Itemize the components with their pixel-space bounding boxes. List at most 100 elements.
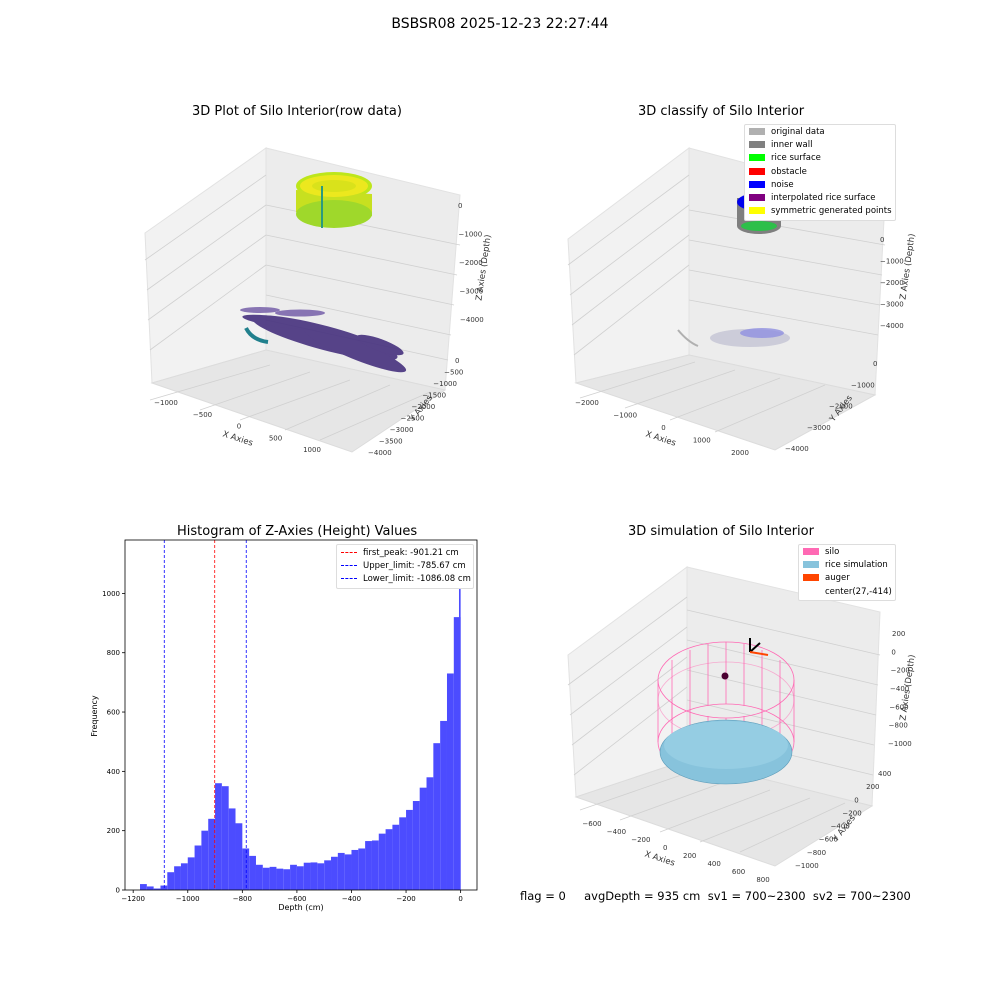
- histogram-bar: [290, 864, 297, 890]
- histogram-axes-frame: [124, 539, 478, 891]
- x-tick-label: −400: [342, 895, 361, 903]
- panel1-title: 3D Plot of Silo Interior(row data): [192, 104, 402, 119]
- panel2-legend: original data inner wall rice surface obsta…: [744, 124, 896, 221]
- y-tick-label: −4000: [785, 445, 809, 453]
- y-tick-label: −1000: [851, 381, 875, 389]
- panel4-axis-ticks: −600 −400 −200 0 200 400 600 800 400 200 0 −200 −400…: [582, 630, 917, 884]
- x-axis-label: X Axies: [644, 429, 677, 448]
- y-tick-label: 0: [116, 887, 120, 895]
- x-tick-label: 2000: [731, 449, 749, 457]
- legend-label: first_peak: -901.21 cm: [363, 548, 459, 558]
- histogram-bar: [208, 818, 216, 890]
- histogram-bar: [310, 862, 318, 890]
- y-tick-label: 600: [107, 709, 120, 717]
- x-tick-label: 400: [707, 860, 720, 868]
- legend-entry: inner wall: [749, 140, 812, 151]
- legend-label: Upper_limit: -785.67 cm: [363, 561, 466, 571]
- legend-swatch: [803, 561, 819, 569]
- x-tick-label: −200: [396, 895, 415, 903]
- legend-swatch: [749, 167, 765, 175]
- z-tick-label: −200: [891, 667, 910, 675]
- x-tick-label: −1000: [154, 399, 178, 407]
- x-tick-label: −1200: [121, 895, 145, 903]
- z-tick-label: −2000: [880, 279, 904, 287]
- panel1-axis-ticks: −1000 −500 0 500 1000 0 −500 −1000 −1500 −2000 −25…: [154, 202, 493, 457]
- y-tick-label: −3500: [379, 438, 403, 446]
- histogram-bar: [303, 862, 311, 890]
- panel1-data: [240, 172, 407, 373]
- histogram-bar: [453, 617, 461, 890]
- z-tick-label: 0: [891, 648, 895, 656]
- histogram-bar: [358, 848, 366, 890]
- legend-label: center(27,-414): [825, 586, 892, 597]
- z-tick-label: 0: [880, 236, 884, 244]
- auger-marker: [721, 638, 769, 680]
- y-tick-label: 0: [455, 357, 459, 365]
- legend-label: rice surface: [771, 153, 821, 164]
- histogram-bar: [221, 786, 229, 890]
- x-axis-label: X Axies: [221, 429, 254, 448]
- silo-wireframe: [657, 641, 795, 781]
- histogram-bar: [433, 743, 441, 890]
- z-tick-label: −800: [889, 722, 908, 730]
- histogram-bar: [371, 840, 379, 890]
- z-tick-label: −4000: [460, 316, 484, 324]
- x-tick-label: −400: [607, 828, 626, 836]
- panel3-title: Histogram of Z-Axies (Height) Values: [177, 524, 418, 539]
- histogram-reference-lines: [163, 540, 247, 890]
- histogram-x-ticks: −1200 −1000 −800 −600 −400 −200 0: [121, 890, 463, 903]
- y-tick-label: −2000: [829, 403, 853, 411]
- legend-entry: center(27,-414): [803, 587, 892, 598]
- x-tick-label: −1000: [176, 895, 200, 903]
- z-tick-label: −3000: [460, 288, 484, 296]
- y-tick-label: −200: [842, 809, 861, 817]
- histogram-legend-entry: first_peak: -901.21 cm: [341, 548, 459, 558]
- histogram-bar: [365, 841, 372, 890]
- y-tick-label: −2000: [412, 403, 436, 411]
- y-tick-label: −4000: [368, 449, 392, 457]
- x-tick-label: 600: [732, 868, 745, 876]
- y-tick-label: −1000: [795, 862, 819, 870]
- legend-swatch: [749, 194, 765, 201]
- y-tick-label: −3000: [390, 426, 414, 434]
- histogram-bar: [140, 884, 147, 890]
- legend-line-swatch: [341, 578, 357, 579]
- histogram-bar: [331, 856, 338, 890]
- x-tick-label: 0: [237, 423, 241, 431]
- x-tick-label: −2000: [575, 399, 599, 407]
- z-tick-label: −2000: [459, 259, 483, 267]
- y-tick-label: 200: [866, 783, 879, 791]
- legend-swatch: [803, 548, 819, 555]
- x-tick-label: 1000: [693, 437, 711, 445]
- histogram-bar: [235, 823, 243, 890]
- legend-swatch: [749, 128, 765, 135]
- z-tick-label: −600: [889, 703, 908, 711]
- legend-swatch: [803, 588, 819, 595]
- histogram-x-label: Depth (cm): [278, 903, 323, 912]
- histogram-legend-entry: Upper_limit: -785.67 cm: [341, 561, 466, 571]
- histogram-bar: [160, 885, 168, 890]
- histogram-bar: [412, 801, 420, 890]
- y-tick-label: −500: [444, 369, 463, 377]
- histogram-bar: [255, 864, 263, 890]
- legend-line-swatch: [341, 565, 357, 566]
- legend-label: rice simulation: [825, 560, 888, 571]
- histogram-bar: [283, 869, 291, 890]
- x-tick-label: −200: [631, 836, 650, 844]
- legend-entry: silo: [803, 547, 839, 558]
- x-tick-label: −600: [582, 820, 601, 828]
- panel4-panes: [567, 566, 881, 867]
- z-tick-label: 0: [458, 202, 462, 210]
- panel1-gridlines: [144, 174, 461, 441]
- z-tick-label: 200: [892, 630, 905, 638]
- legend-entry: symmetric generated points: [749, 206, 892, 217]
- histogram-bar: [201, 830, 209, 890]
- legend-label: auger: [825, 573, 850, 584]
- y-tick-label: 0: [854, 796, 858, 804]
- histogram-bar: [249, 855, 256, 890]
- histogram-bar: [215, 783, 222, 890]
- histogram-bar: [337, 852, 345, 890]
- panel2-points: [677, 328, 790, 347]
- histogram-bar: [187, 857, 195, 890]
- histogram-bar: [351, 849, 359, 890]
